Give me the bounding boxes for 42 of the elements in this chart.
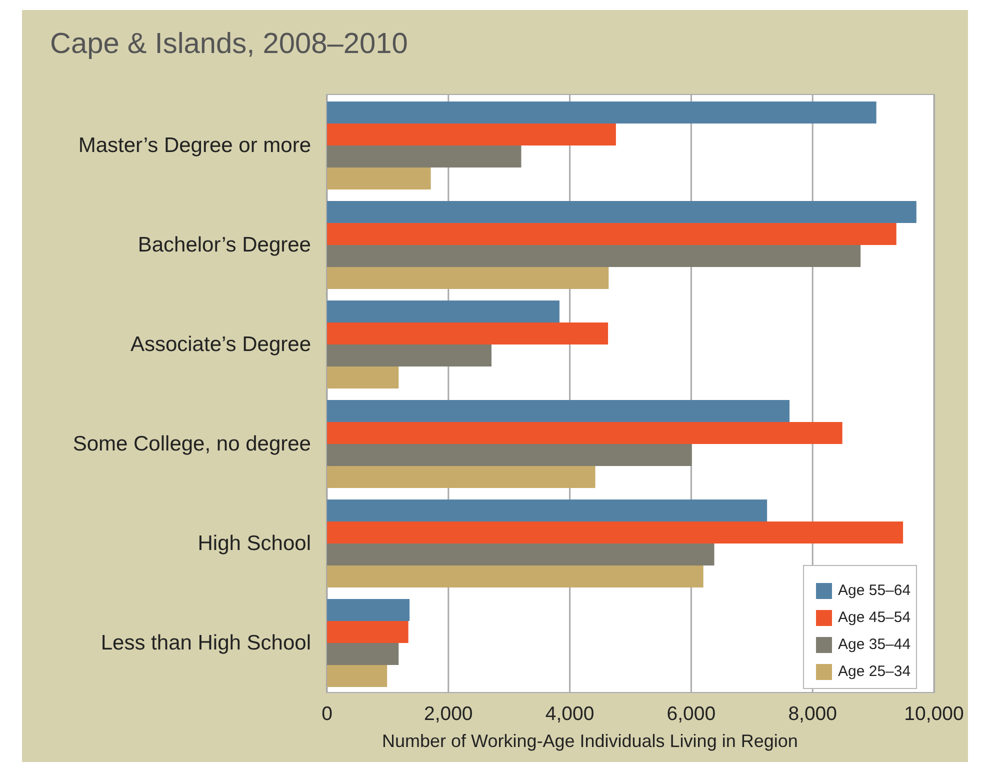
- x-tick-label: 2,000: [424, 702, 473, 725]
- bar: [327, 565, 704, 588]
- bar: [327, 466, 596, 488]
- bar: [327, 366, 399, 388]
- bar: [327, 222, 896, 245]
- legend-label: Age 25–34: [838, 663, 911, 680]
- bar: [327, 664, 388, 687]
- x-tick-label: 0: [322, 702, 333, 725]
- y-tick-label: Some College, no degree: [72, 432, 311, 456]
- legend-label: Age 45–54: [838, 609, 911, 626]
- bar: [327, 521, 904, 544]
- bar: [327, 642, 399, 665]
- x-tick-label: 10,000: [904, 702, 964, 725]
- x-axis-title: Number of Working-Age Individuals Living in Region: [382, 731, 798, 752]
- chart-title: Cape & Islands, 2008–2010: [50, 28, 408, 61]
- bar: [327, 598, 410, 621]
- bar: [327, 244, 861, 267]
- y-tick-label: Bachelor’s Degree: [138, 234, 311, 257]
- legend-label: Age 35–44: [838, 636, 911, 653]
- bar: [327, 444, 692, 466]
- bar: [327, 499, 768, 522]
- bar: [327, 620, 408, 643]
- bar: [327, 167, 431, 190]
- y-tick-label: Less than High School: [100, 632, 311, 655]
- legend-label: Age 55–64: [838, 582, 911, 599]
- bar: [327, 101, 876, 124]
- x-tick-label: 8,000: [788, 702, 838, 725]
- bar: [327, 322, 608, 344]
- bar: [327, 266, 609, 289]
- bar: [327, 344, 492, 366]
- bar: [327, 400, 790, 422]
- y-tick-label: Master’s Degree or more: [78, 134, 311, 158]
- y-tick-label: High School: [198, 532, 311, 556]
- x-tick-label: 4,000: [545, 702, 594, 725]
- y-tick-label: Associate’s Degree: [130, 333, 311, 356]
- bar: [327, 123, 616, 146]
- bar: [327, 422, 842, 444]
- x-tick-label: 6,000: [666, 702, 716, 725]
- bar: [327, 145, 522, 168]
- bar: [327, 543, 714, 566]
- bar: [327, 200, 916, 223]
- bar: [327, 300, 560, 322]
